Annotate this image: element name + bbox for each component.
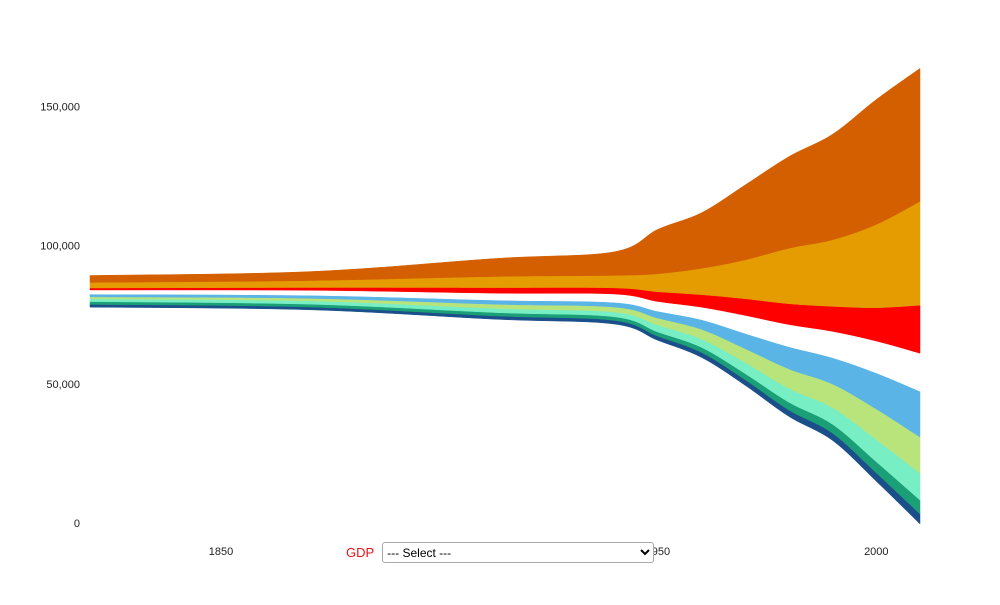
metric-select[interactable]: --- Select --- <box>382 542 655 563</box>
controls: GDP --- Select --- <box>346 542 655 563</box>
stream-layer <box>89 67 921 283</box>
y-tick-label: 150,000 <box>40 101 80 113</box>
y-tick-label: 100,000 <box>40 240 80 252</box>
select-label: GDP <box>346 545 375 560</box>
y-tick-label: 50,000 <box>46 379 80 391</box>
x-tick-label: 2000 <box>864 546 888 558</box>
x-tick-label: 1850 <box>209 546 233 558</box>
y-tick-label: 0 <box>74 518 80 530</box>
